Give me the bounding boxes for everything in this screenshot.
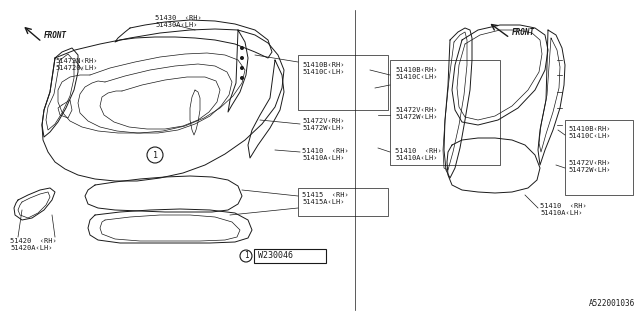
Circle shape: [240, 76, 244, 80]
Text: 51472V‹RH›
51472W‹LH›: 51472V‹RH› 51472W‹LH›: [395, 107, 438, 120]
Text: 1: 1: [244, 252, 248, 260]
Text: 51410B‹RH›
51410C‹LH›: 51410B‹RH› 51410C‹LH›: [395, 67, 438, 80]
Text: 51472V‹RH›
51472W‹LH›: 51472V‹RH› 51472W‹LH›: [302, 118, 344, 131]
Circle shape: [240, 56, 244, 60]
Text: FRONT: FRONT: [512, 28, 535, 36]
FancyBboxPatch shape: [565, 120, 633, 195]
Text: 51410  ‹RH›
51410A‹LH›: 51410 ‹RH› 51410A‹LH›: [302, 148, 349, 161]
Text: A522001036: A522001036: [589, 299, 635, 308]
Text: 51410B‹RH›
51410C‹LH›: 51410B‹RH› 51410C‹LH›: [568, 126, 611, 139]
FancyBboxPatch shape: [390, 60, 500, 165]
Circle shape: [240, 66, 244, 70]
Text: 51420  ‹RH›
51420A‹LH›: 51420 ‹RH› 51420A‹LH›: [10, 238, 57, 251]
Text: W230046: W230046: [258, 252, 293, 260]
Text: 1: 1: [152, 150, 157, 159]
Text: FRONT: FRONT: [44, 30, 67, 39]
Text: 51472N‹RH›
514720‹LH›: 51472N‹RH› 514720‹LH›: [55, 58, 97, 71]
Text: 51472V‹RH›
51472W‹LH›: 51472V‹RH› 51472W‹LH›: [568, 160, 611, 173]
FancyBboxPatch shape: [298, 188, 388, 216]
Text: 51415  ‹RH›
51415A‹LH›: 51415 ‹RH› 51415A‹LH›: [302, 192, 349, 205]
Text: 51410  ‹RH›
51410A‹LH›: 51410 ‹RH› 51410A‹LH›: [395, 148, 442, 161]
Text: 51410B‹RH›
51410C‹LH›: 51410B‹RH› 51410C‹LH›: [302, 62, 344, 75]
FancyBboxPatch shape: [254, 249, 326, 263]
Circle shape: [240, 46, 244, 50]
Text: 51410  ‹RH›
51410A‹LH›: 51410 ‹RH› 51410A‹LH›: [540, 203, 587, 216]
Text: 51430  ‹RH›
51430A‹LH›: 51430 ‹RH› 51430A‹LH›: [155, 15, 202, 28]
FancyBboxPatch shape: [298, 55, 388, 110]
